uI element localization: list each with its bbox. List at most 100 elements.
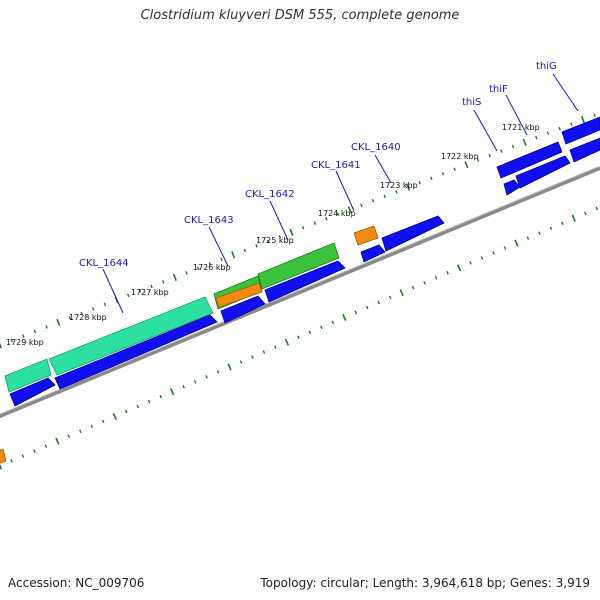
gene-label-ckl-1643[interactable]: CKL_1643 — [184, 215, 234, 226]
outer-tick — [45, 325, 48, 329]
inner-tick — [549, 226, 553, 230]
gene-label-thiF[interactable]: thiF — [489, 84, 508, 95]
inner-tick — [342, 313, 347, 321]
outer-tick — [395, 189, 398, 194]
outer-tick — [406, 183, 411, 191]
cds-blue-3[interactable] — [220, 295, 266, 324]
orange-gene-b[interactable] — [353, 225, 379, 246]
leader-ckl-1643 — [208, 226, 229, 267]
inner-tick — [274, 345, 277, 349]
gene-label-ckl-1641[interactable]: CKL_1641 — [311, 160, 361, 171]
gene-features — [0, 116, 600, 464]
outer-tick — [0, 342, 3, 349]
outer-tick — [243, 248, 247, 253]
inner-tick — [159, 394, 162, 399]
cds-blue-5[interactable] — [360, 244, 386, 263]
outer-tick — [22, 334, 25, 338]
orange-gene-c[interactable] — [0, 448, 7, 464]
inner-tick — [182, 384, 185, 389]
inner-tick — [216, 370, 220, 374]
topology-footer: Topology: circular; Length: 3,964,618 bp… — [260, 576, 590, 590]
inner-tick — [526, 236, 530, 240]
kbp-labels: 1721 kbp 1722 kbp 1723 kbp 1724 kbp 1725… — [6, 123, 540, 347]
gene-label-ckl-1642[interactable]: CKL_1642 — [245, 189, 295, 200]
cds-blue-4[interactable] — [264, 260, 346, 303]
leader-ckl-1644 — [102, 268, 124, 314]
inner-tick — [227, 363, 232, 371]
outer-tick — [546, 131, 550, 135]
gene-label-thiS[interactable]: thiS — [462, 97, 481, 108]
gene-ckl-1644-end[interactable] — [4, 358, 52, 393]
gene-label-thiG[interactable]: thiG — [536, 61, 557, 72]
inner-tick — [262, 350, 266, 354]
gene-label-ckl-1640[interactable]: CKL_1640 — [351, 142, 401, 153]
inner-tick — [584, 211, 587, 216]
kbp-label-1723: 1723 kbp — [380, 181, 418, 190]
inner-ticks — [0, 206, 599, 470]
cds-blue-9[interactable] — [503, 179, 521, 196]
leader-ckl-1641 — [335, 170, 355, 212]
outer-tick — [56, 318, 61, 327]
kbp-label-1722: 1722 kbp — [441, 152, 479, 161]
outer-tick — [371, 198, 375, 203]
cds-blue-11[interactable] — [569, 137, 600, 163]
label-leaders — [102, 73, 579, 314]
outer-tick — [301, 226, 305, 230]
inner-tick — [595, 206, 599, 211]
inner-tick — [284, 338, 290, 346]
outer-tick — [92, 307, 95, 311]
outer-tick — [266, 239, 270, 244]
inner-tick — [354, 310, 358, 315]
inner-tick — [571, 214, 576, 222]
inner-tick — [193, 380, 197, 384]
outer-tick — [336, 212, 340, 217]
outer-tick — [220, 257, 223, 262]
inner-tick — [331, 320, 335, 325]
inner-tick — [55, 437, 60, 445]
outer-tick — [80, 311, 83, 316]
inner-tick — [514, 239, 519, 247]
outer-tick — [488, 153, 491, 158]
cds-blue-6[interactable] — [381, 215, 445, 252]
outer-tick — [208, 262, 212, 266]
inner-tick — [469, 261, 472, 265]
inner-tick — [147, 399, 151, 404]
gene-ckl-1644[interactable] — [48, 296, 214, 376]
cds-blue-1[interactable] — [9, 377, 56, 407]
inner-tick — [411, 285, 415, 290]
gene-label-ckl-1644[interactable]: CKL_1644 — [79, 258, 129, 269]
orange-gene-a[interactable] — [215, 282, 263, 308]
map-title: Clostridium kluyveri DSM 555, complete g… — [140, 8, 460, 23]
inner-tick — [320, 325, 323, 330]
genome-backbone-highlight — [0, 165, 600, 415]
kbp-label-1728: 1728 kbp — [69, 313, 107, 322]
outer-tick — [103, 302, 107, 307]
cds-blue-8[interactable] — [515, 155, 571, 189]
gene-ckl-1642[interactable] — [257, 242, 340, 290]
outer-tick — [255, 244, 258, 248]
inner-tick — [44, 444, 48, 448]
inner-tick — [112, 412, 117, 420]
leader-thiS — [473, 109, 498, 152]
cds-blue-10[interactable] — [561, 116, 600, 145]
inner-tick — [365, 305, 369, 310]
outer-tick — [535, 135, 538, 140]
inner-tick — [480, 256, 484, 260]
outer-tick — [127, 293, 130, 298]
cds-blue-7[interactable] — [496, 141, 563, 179]
cds-blue-2[interactable] — [54, 314, 218, 390]
inner-tick — [0, 463, 3, 470]
inner-tick — [492, 251, 495, 255]
outer-tick — [138, 289, 142, 293]
outer-tick — [453, 167, 456, 171]
outer-tick — [68, 316, 72, 320]
inner-tick — [10, 459, 13, 463]
outer-tick — [33, 329, 37, 334]
outer-tick — [418, 180, 421, 185]
inner-tick — [102, 419, 105, 424]
kbp-label-1729: 1729 kbp — [6, 338, 44, 347]
outer-tick — [196, 266, 200, 271]
kbp-label-1726: 1726 kbp — [193, 263, 231, 272]
inner-tick — [205, 375, 208, 379]
gene-labels: thiG thiF thiS CKL_1640 CKL_1641 CKL_164… — [79, 61, 557, 269]
